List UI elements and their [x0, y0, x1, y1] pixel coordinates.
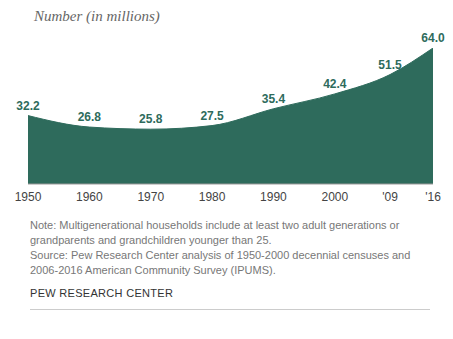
- svg-text:27.5: 27.5: [200, 109, 224, 123]
- svg-text:1980: 1980: [199, 190, 226, 204]
- svg-text:1960: 1960: [76, 190, 103, 204]
- svg-text:1990: 1990: [260, 190, 287, 204]
- svg-text:25.8: 25.8: [139, 112, 163, 126]
- svg-text:32.2: 32.2: [16, 99, 40, 113]
- svg-text:26.8: 26.8: [78, 110, 102, 124]
- svg-text:64.0: 64.0: [421, 31, 445, 45]
- svg-text:2000: 2000: [321, 190, 348, 204]
- svg-text:'09: '09: [382, 190, 398, 204]
- html-text:Note: Multigenerational househ: Note: Multigenerational households inclu…: [30, 219, 400, 246]
- svg-text:'16: '16: [425, 190, 441, 204]
- html-text:Source: Pew Research Center an: Source: Pew Research Center analysis of …: [30, 249, 411, 276]
- html-text:Number (in millions): Number (in millions): [34, 8, 160, 24]
- svg-text:1950: 1950: [15, 190, 42, 204]
- svg-text:35.4: 35.4: [262, 92, 286, 106]
- svg-text:42.4: 42.4: [323, 77, 347, 91]
- svg-text:1970: 1970: [137, 190, 164, 204]
- html-text:PEW RESEARCH CENTER: PEW RESEARCH CENTER: [30, 287, 174, 299]
- svg-text:51.5: 51.5: [378, 58, 402, 72]
